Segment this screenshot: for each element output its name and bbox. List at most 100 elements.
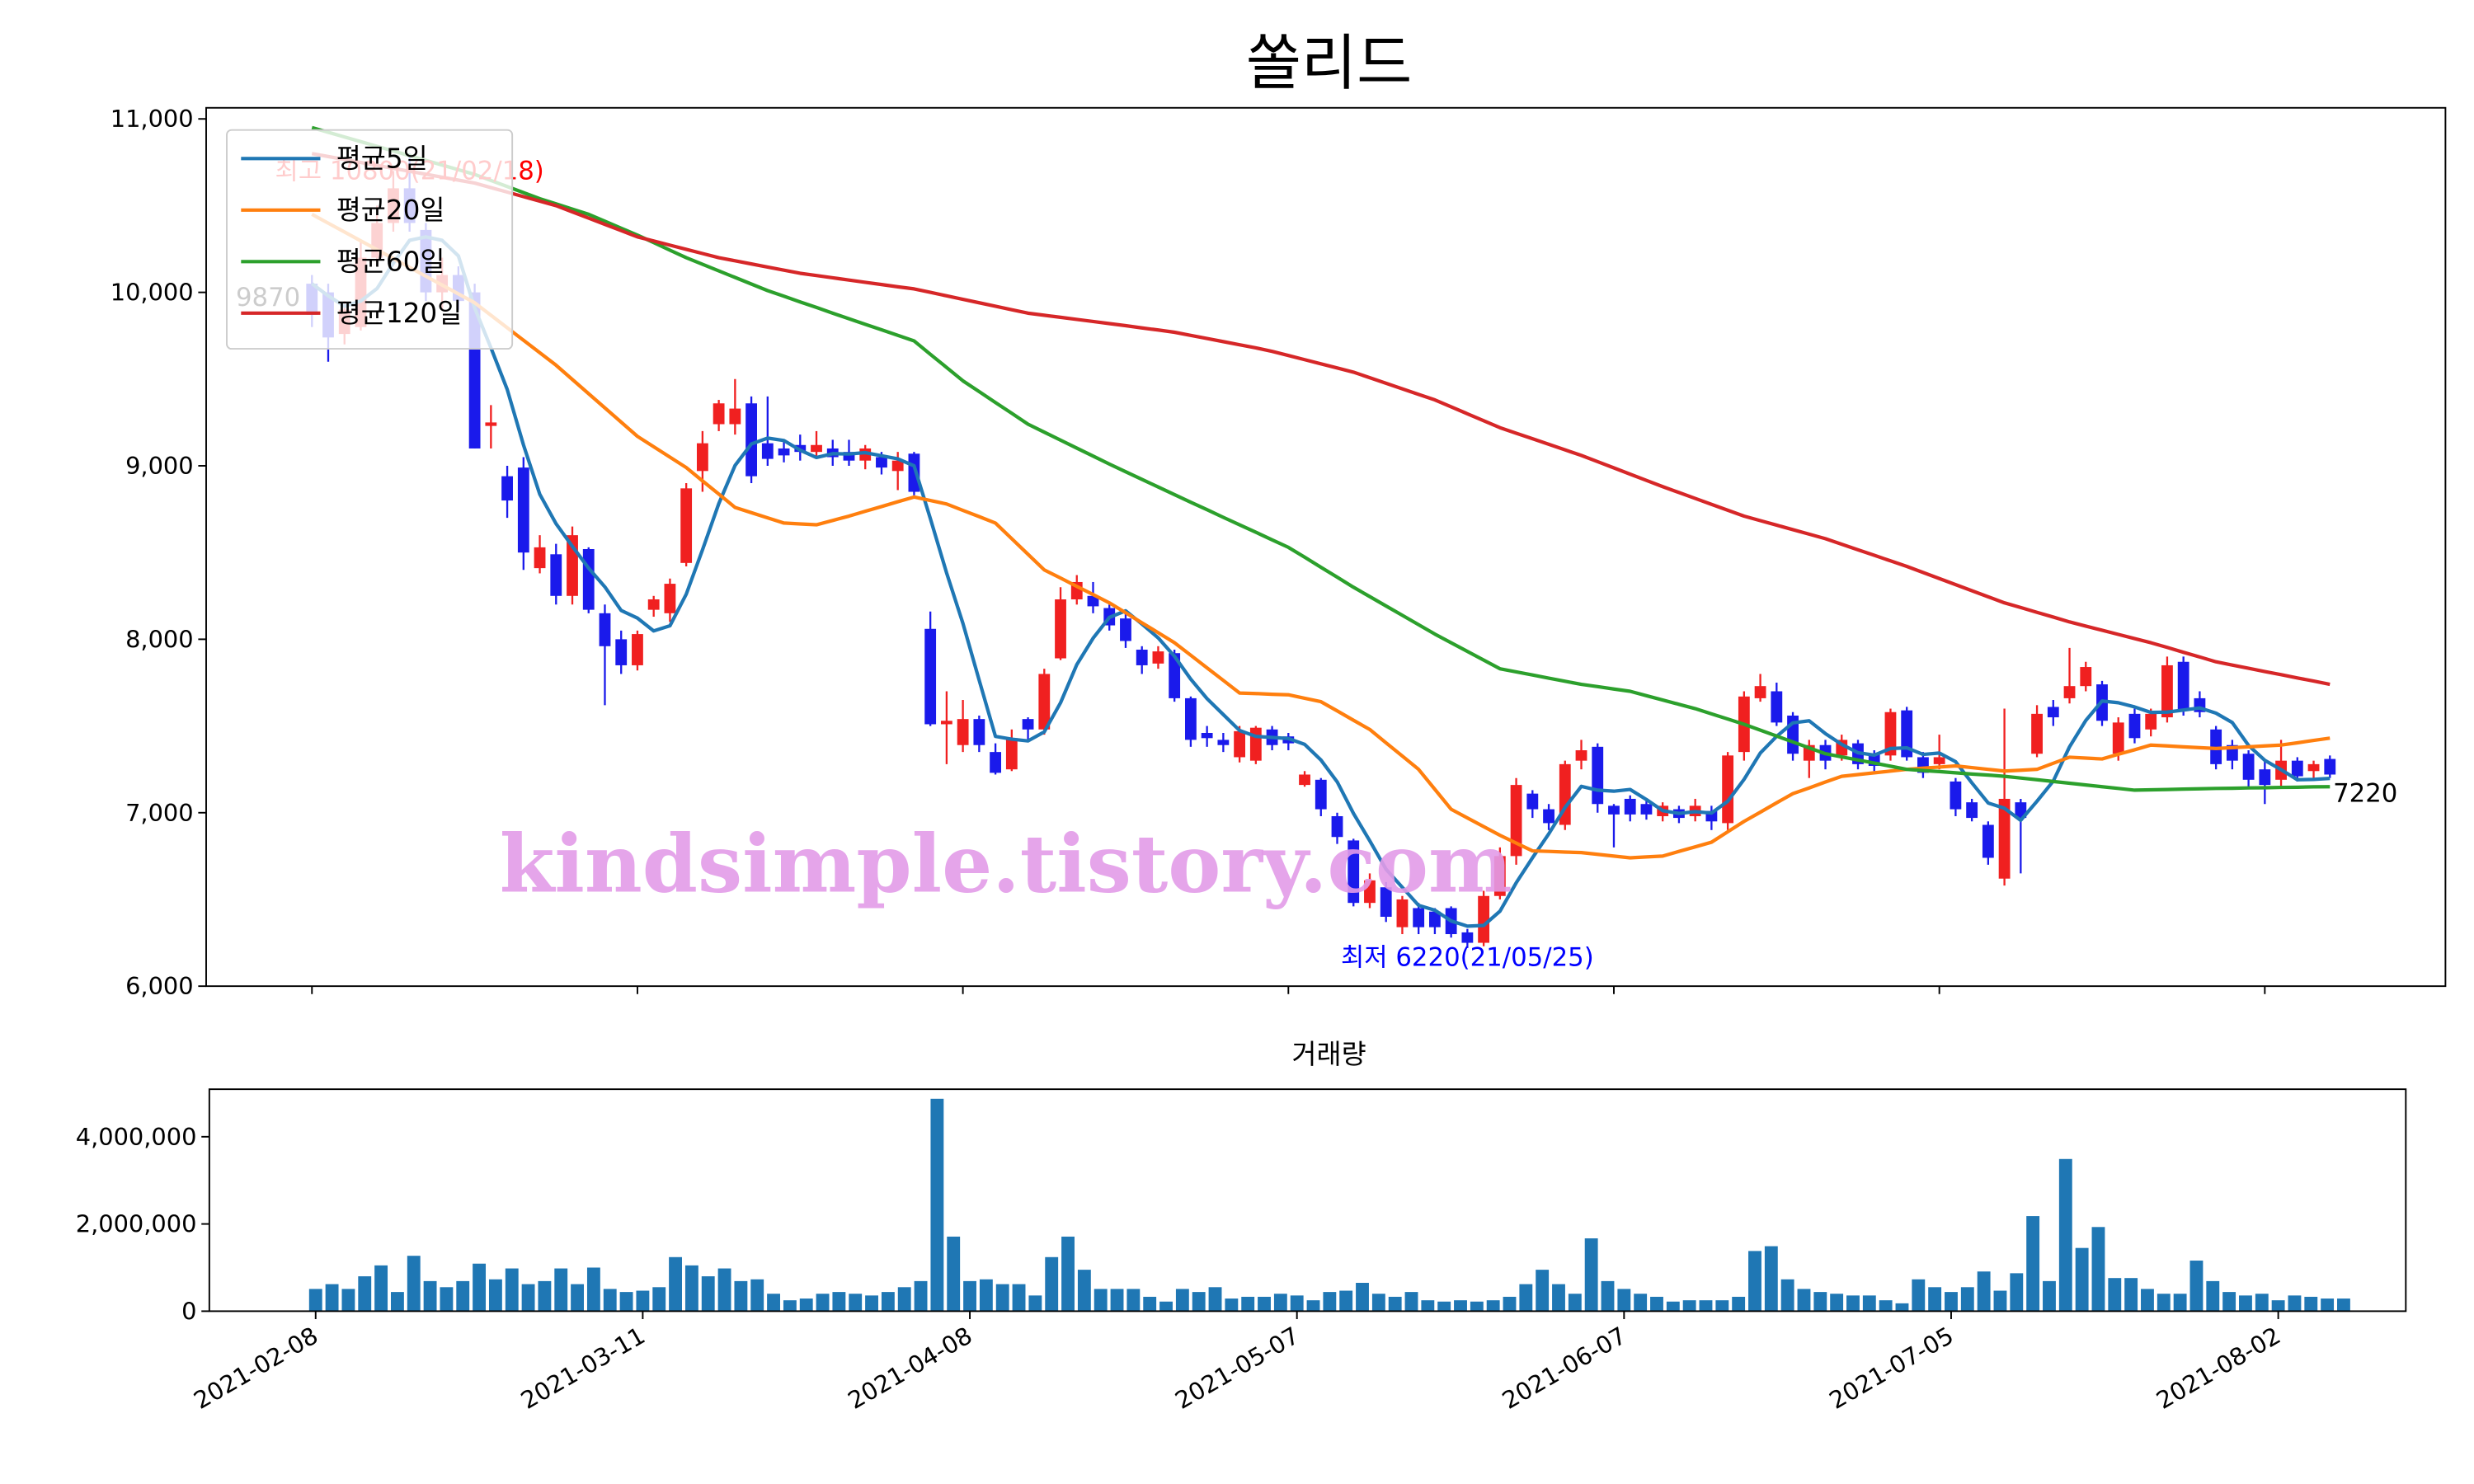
candle-body xyxy=(696,443,708,472)
candle-body xyxy=(501,476,513,501)
volume-bar xyxy=(1650,1296,1663,1312)
volume-bar xyxy=(2206,1280,2220,1312)
volume-bar xyxy=(619,1292,633,1312)
volume-bar xyxy=(374,1265,388,1312)
candle-body xyxy=(2145,713,2157,730)
volume-bar xyxy=(2124,1278,2138,1312)
candle-body xyxy=(1901,710,1913,758)
volume-bar xyxy=(2010,1273,2024,1312)
candle-body xyxy=(485,422,497,426)
candle-body xyxy=(2031,713,2043,754)
volume-bar xyxy=(1912,1279,1926,1312)
y-tick-label: 11,000 xyxy=(111,105,194,133)
volume-bar xyxy=(1061,1236,1075,1312)
candle-body xyxy=(1413,908,1425,928)
volume-bar xyxy=(473,1263,487,1312)
volume-bar xyxy=(1536,1270,1550,1312)
volume-bar xyxy=(1437,1301,1451,1312)
candle-body xyxy=(924,628,937,725)
volume-bar xyxy=(358,1276,372,1312)
volume-bar xyxy=(1584,1238,1598,1312)
candle-body xyxy=(1624,798,1636,815)
candle-body xyxy=(2112,722,2124,754)
low-label: 최저 6220(21/05/25) xyxy=(1341,942,1594,972)
watermark: kindsimple.tistory.com xyxy=(500,818,1512,911)
volume-bar xyxy=(456,1280,470,1312)
candle-body xyxy=(1966,802,1978,819)
volume-bar xyxy=(571,1284,585,1312)
candle-body xyxy=(1884,711,1897,756)
candle-body xyxy=(745,403,757,477)
candle-body xyxy=(1592,746,1604,805)
volume-bar xyxy=(832,1292,846,1312)
volume-bar xyxy=(734,1280,748,1312)
volume-bar xyxy=(1879,1300,1893,1312)
volume-bar xyxy=(603,1289,617,1312)
volume-bar xyxy=(1241,1296,1255,1312)
volume-bar xyxy=(1371,1294,1385,1312)
candle-body xyxy=(615,639,628,665)
candle-body xyxy=(973,719,985,745)
candle-body xyxy=(2324,758,2336,775)
volume-bar xyxy=(1454,1300,1467,1312)
candle-body xyxy=(843,452,855,461)
candle-body xyxy=(1201,732,1213,739)
volume-bar xyxy=(979,1279,993,1312)
candle-body xyxy=(632,634,643,665)
volume-bar xyxy=(1225,1298,1239,1312)
candle-body xyxy=(2015,802,2027,819)
candle-body xyxy=(647,599,660,610)
volume-bar xyxy=(652,1287,666,1312)
candle-body xyxy=(990,752,1002,773)
volume-bar xyxy=(865,1295,878,1312)
candle-body xyxy=(2047,707,2059,718)
volume-bar xyxy=(1928,1287,1942,1312)
volume-bar xyxy=(2026,1216,2040,1312)
volume-bar xyxy=(2288,1295,2302,1312)
volume-bar xyxy=(488,1279,502,1312)
candle-body xyxy=(1722,755,1734,824)
volume-bar xyxy=(1862,1295,1876,1312)
candle-body xyxy=(1169,653,1181,698)
candle-body xyxy=(680,488,693,563)
candle-body xyxy=(1249,727,1262,761)
candle-body xyxy=(908,453,920,492)
candle-body xyxy=(811,444,822,453)
legend-label: 평균120일 xyxy=(336,298,463,329)
volume-bar xyxy=(1977,1271,1991,1312)
candle-body xyxy=(1754,686,1766,698)
volume-bar xyxy=(1339,1290,1353,1312)
volume-bar xyxy=(2239,1295,2252,1312)
volume-bar xyxy=(783,1300,797,1312)
candle-body xyxy=(534,547,546,569)
volume-bar xyxy=(1126,1289,1141,1312)
volume-bar xyxy=(407,1256,421,1312)
volume-bar xyxy=(1846,1295,1860,1312)
volume-bar xyxy=(2058,1158,2072,1312)
volume-bar xyxy=(1993,1290,2007,1312)
end-label: 7220 xyxy=(2333,779,2397,809)
volume-bar xyxy=(881,1292,895,1312)
candle-body xyxy=(729,408,741,425)
candle-body xyxy=(1005,738,1018,770)
volume-bar xyxy=(701,1276,715,1312)
legend-label: 평균60일 xyxy=(336,246,445,277)
candle-body xyxy=(1771,691,1783,723)
volume-bar xyxy=(1323,1292,1337,1312)
y-tick-label: 2,000,000 xyxy=(76,1210,197,1238)
volume-bar xyxy=(717,1268,731,1312)
chart-title: 쏠리드 xyxy=(1246,28,1413,98)
volume-bar xyxy=(1830,1294,1844,1312)
legend-label: 평균5일 xyxy=(336,143,428,174)
candle-body xyxy=(1136,650,1148,665)
volume-bar xyxy=(2075,1247,2089,1312)
volume-bar xyxy=(767,1294,780,1312)
volume-bar xyxy=(2271,1300,2285,1312)
volume-bar xyxy=(1780,1279,1794,1312)
volume-bar xyxy=(1045,1256,1059,1312)
volume-bar xyxy=(1486,1300,1500,1312)
candle-body xyxy=(940,721,952,725)
y-tick-label: 9,000 xyxy=(125,452,194,480)
